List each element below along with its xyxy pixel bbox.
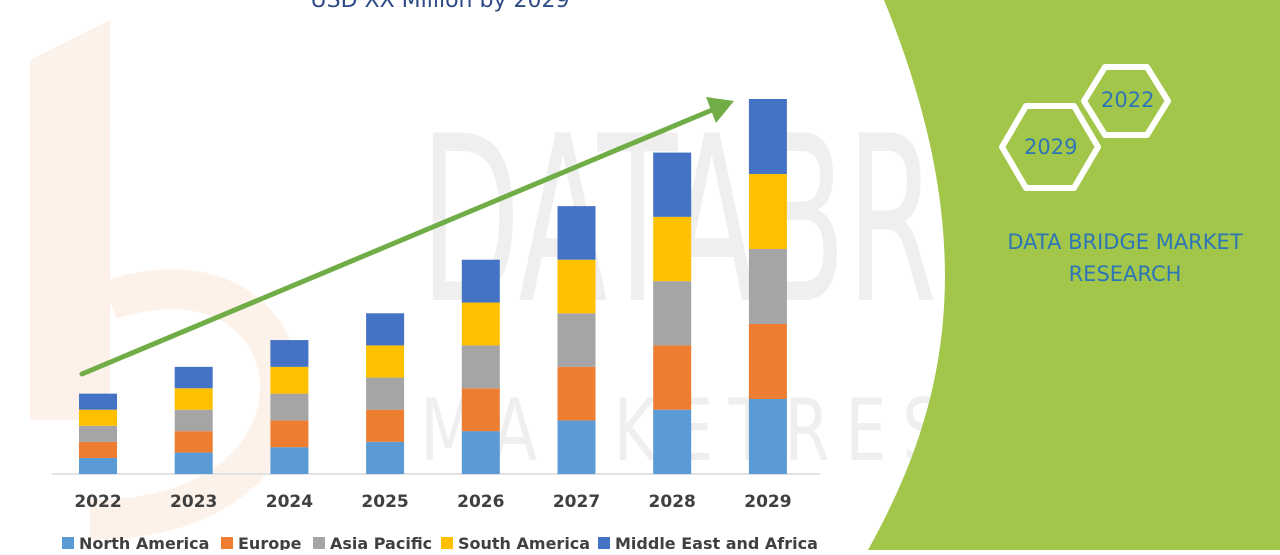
bar-2028-asia-pacific bbox=[653, 281, 692, 346]
x-tick-label: 2027 bbox=[553, 492, 600, 512]
bar-2024-europe bbox=[270, 420, 309, 448]
bar-2027-north-america bbox=[557, 420, 596, 474]
bar-2029-south-america bbox=[748, 174, 787, 249]
bar-2028-south-america bbox=[653, 216, 692, 282]
x-tick-label: 2022 bbox=[74, 492, 121, 512]
x-tick-label: 2028 bbox=[649, 492, 696, 512]
legend-label-middle-east-and-africa: Middle East and Africa bbox=[615, 534, 818, 550]
hexagon-label-start: 2022 bbox=[1101, 88, 1155, 112]
bar-2026-europe bbox=[461, 388, 500, 432]
bar-2029-europe bbox=[748, 324, 787, 399]
x-tick-label: 2029 bbox=[744, 492, 791, 512]
legend-swatch-europe bbox=[221, 537, 233, 549]
bars-layer bbox=[79, 99, 787, 474]
bar-2026-asia-pacific bbox=[461, 345, 500, 389]
bar-2023-north-america bbox=[174, 452, 213, 474]
bar-2026-south-america bbox=[461, 302, 500, 346]
bar-2029-asia-pacific bbox=[748, 249, 787, 324]
brand-name: DATA BRIDGE MARKET RESEARCH bbox=[1007, 230, 1243, 286]
legend-label-north-america: North America bbox=[79, 534, 209, 550]
bar-2025-north-america bbox=[366, 441, 405, 474]
legend-swatch-south-america bbox=[441, 537, 453, 549]
hexagon-2029-icon bbox=[999, 103, 1101, 191]
bar-2023-south-america bbox=[174, 388, 213, 410]
bar-2022-middle-east-and-africa bbox=[79, 393, 117, 410]
x-tick-label: 2024 bbox=[266, 492, 313, 512]
bar-2024-asia-pacific bbox=[270, 393, 309, 421]
bar-2026-north-america bbox=[461, 431, 500, 474]
bar-2024-middle-east-and-africa bbox=[270, 340, 309, 367]
legend-swatch-asia-pacific bbox=[313, 537, 325, 549]
bar-2027-middle-east-and-africa bbox=[557, 206, 596, 260]
bar-2024-south-america bbox=[270, 366, 309, 394]
watermark-logo bbox=[30, 20, 301, 540]
bar-2027-europe bbox=[557, 366, 596, 421]
x-tick-label: 2026 bbox=[457, 492, 504, 512]
bar-2022-north-america bbox=[79, 457, 117, 474]
brand-panel bbox=[868, 0, 1280, 550]
bar-2028-europe bbox=[653, 345, 692, 410]
legend-swatch-middle-east-and-africa bbox=[598, 537, 610, 549]
bar-2023-europe bbox=[174, 431, 213, 453]
legend-swatch-north-america bbox=[62, 537, 74, 549]
bar-2024-north-america bbox=[270, 447, 309, 474]
legend: North America Europe Asia Pacific South Ame… bbox=[62, 534, 818, 553]
legend-label-asia-pacific: Asia Pacific bbox=[330, 534, 432, 550]
bar-2025-europe bbox=[366, 409, 405, 442]
bar-2027-south-america bbox=[557, 259, 596, 314]
hexagon-2022-icon bbox=[1081, 64, 1171, 138]
chart-title: USD XX Million by 2029 bbox=[310, 0, 570, 13]
hexagon-label-end: 2029 bbox=[1024, 135, 1078, 159]
legend-label-europe: Europe bbox=[238, 534, 302, 550]
legend-label-south-america: South America bbox=[458, 534, 590, 550]
bar-2025-middle-east-and-africa bbox=[366, 313, 405, 346]
bar-2022-asia-pacific bbox=[79, 425, 117, 442]
trend-arrow-icon bbox=[79, 97, 734, 377]
x-tick-labels: 2022 2023 2024 2025 2026 2027 2028 2029 bbox=[74, 492, 791, 512]
bar-2027-asia-pacific bbox=[557, 313, 596, 367]
x-tick-label: 2025 bbox=[361, 492, 408, 512]
x-tick-label: 2023 bbox=[170, 492, 217, 512]
bar-2025-south-america bbox=[366, 345, 405, 378]
bar-2022-europe bbox=[79, 441, 117, 458]
bar-2026-middle-east-and-africa bbox=[461, 259, 500, 303]
bar-2023-asia-pacific bbox=[174, 409, 213, 432]
bar-2029-north-america bbox=[748, 399, 787, 474]
bar-2028-middle-east-and-africa bbox=[653, 152, 692, 217]
bar-2028-north-america bbox=[653, 409, 692, 474]
bar-2022-south-america bbox=[79, 409, 117, 426]
bar-2025-asia-pacific bbox=[366, 377, 405, 410]
bar-2023-middle-east-and-africa bbox=[174, 366, 213, 389]
bar-2029-middle-east-and-africa bbox=[748, 99, 787, 174]
